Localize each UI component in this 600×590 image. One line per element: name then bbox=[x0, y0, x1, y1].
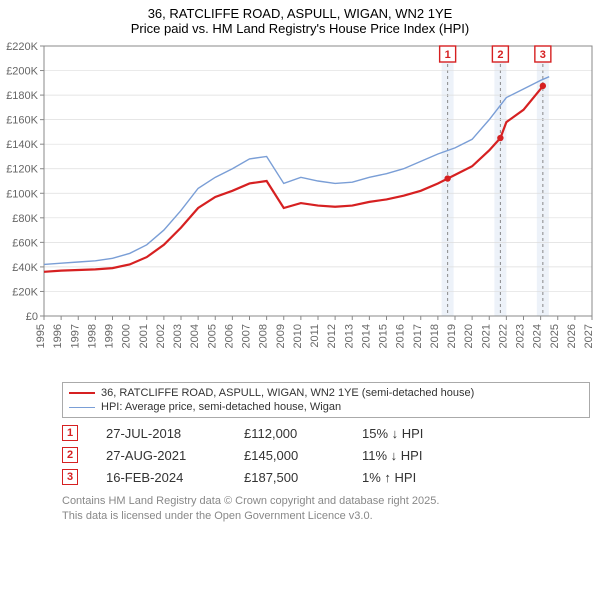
sale-delta-2: 11% ↓ HPI bbox=[362, 448, 452, 463]
svg-text:1999: 1999 bbox=[104, 324, 116, 348]
svg-text:1997: 1997 bbox=[69, 324, 81, 348]
sale-price-2: £145,000 bbox=[244, 448, 334, 463]
legend-swatch-price-paid bbox=[69, 392, 95, 394]
svg-text:2014: 2014 bbox=[360, 324, 372, 348]
footer-line-1: Contains HM Land Registry data © Crown c… bbox=[62, 494, 590, 509]
footer-line-2: This data is licensed under the Open Gov… bbox=[62, 509, 590, 524]
title-line-1: 36, RATCLIFFE ROAD, ASPULL, WIGAN, WN2 1… bbox=[0, 6, 600, 21]
svg-text:1995: 1995 bbox=[35, 324, 47, 348]
footer-attribution: Contains HM Land Registry data © Crown c… bbox=[62, 494, 590, 524]
svg-text:£200K: £200K bbox=[6, 66, 38, 78]
sale-price-1: £112,000 bbox=[244, 426, 334, 441]
svg-text:2012: 2012 bbox=[326, 324, 338, 348]
svg-text:1: 1 bbox=[445, 49, 451, 61]
sale-date-3: 16-FEB-2024 bbox=[106, 470, 216, 485]
sale-row-1: 1 27-JUL-2018 £112,000 15% ↓ HPI bbox=[62, 422, 590, 444]
svg-text:2018: 2018 bbox=[429, 324, 441, 348]
svg-text:2016: 2016 bbox=[395, 324, 407, 348]
sale-table: 1 27-JUL-2018 £112,000 15% ↓ HPI 2 27-AU… bbox=[62, 422, 590, 488]
svg-text:2017: 2017 bbox=[412, 324, 424, 348]
legend-label-hpi: HPI: Average price, semi-detached house,… bbox=[101, 401, 341, 413]
svg-text:2027: 2027 bbox=[583, 324, 595, 348]
legend-label-price-paid: 36, RATCLIFFE ROAD, ASPULL, WIGAN, WN2 1… bbox=[101, 387, 474, 399]
svg-text:2015: 2015 bbox=[378, 324, 390, 348]
svg-text:3: 3 bbox=[540, 49, 546, 61]
svg-text:2022: 2022 bbox=[497, 324, 509, 348]
svg-text:£0: £0 bbox=[26, 311, 38, 323]
sale-price-3: £187,500 bbox=[244, 470, 334, 485]
svg-text:2: 2 bbox=[497, 49, 503, 61]
svg-text:2000: 2000 bbox=[121, 324, 133, 348]
svg-text:£140K: £140K bbox=[6, 139, 38, 151]
svg-text:2005: 2005 bbox=[206, 324, 218, 348]
svg-text:1998: 1998 bbox=[86, 324, 98, 348]
svg-text:1996: 1996 bbox=[52, 324, 64, 348]
svg-text:2007: 2007 bbox=[241, 324, 253, 348]
svg-text:£120K: £120K bbox=[6, 164, 38, 176]
svg-text:2001: 2001 bbox=[138, 324, 150, 348]
sale-date-1: 27-JUL-2018 bbox=[106, 426, 216, 441]
svg-text:2020: 2020 bbox=[463, 324, 475, 348]
svg-text:2024: 2024 bbox=[532, 324, 544, 348]
sale-delta-3: 1% ↑ HPI bbox=[362, 470, 452, 485]
sale-marker-box-2: 2 bbox=[62, 447, 78, 463]
svg-text:2004: 2004 bbox=[189, 324, 201, 348]
svg-text:2021: 2021 bbox=[480, 324, 492, 348]
chart-title: 36, RATCLIFFE ROAD, ASPULL, WIGAN, WN2 1… bbox=[0, 0, 600, 38]
svg-text:£40K: £40K bbox=[12, 262, 38, 274]
sale-marker-box-3: 3 bbox=[62, 469, 78, 485]
svg-text:£60K: £60K bbox=[12, 237, 38, 249]
svg-text:2010: 2010 bbox=[292, 324, 304, 348]
chart-svg: £0 £20K £40K £60K £80K £100K £120K £140K £160K £1… bbox=[0, 38, 600, 378]
svg-text:2013: 2013 bbox=[343, 324, 355, 348]
svg-text:2011: 2011 bbox=[309, 324, 321, 348]
svg-text:2025: 2025 bbox=[549, 324, 561, 348]
svg-text:£20K: £20K bbox=[12, 286, 38, 298]
title-line-2: Price paid vs. HM Land Registry's House … bbox=[0, 21, 600, 36]
sale-row-3: 3 16-FEB-2024 £187,500 1% ↑ HPI bbox=[62, 466, 590, 488]
svg-text:2023: 2023 bbox=[515, 324, 527, 348]
svg-text:2026: 2026 bbox=[566, 324, 578, 348]
svg-text:2019: 2019 bbox=[446, 324, 458, 348]
svg-text:2006: 2006 bbox=[223, 324, 235, 348]
svg-text:2002: 2002 bbox=[155, 324, 167, 348]
sale-row-2: 2 27-AUG-2021 £145,000 11% ↓ HPI bbox=[62, 444, 590, 466]
svg-text:2009: 2009 bbox=[275, 324, 287, 348]
svg-text:£160K: £160K bbox=[6, 115, 38, 127]
sale-marker-box-1: 1 bbox=[62, 425, 78, 441]
legend-item-price-paid: 36, RATCLIFFE ROAD, ASPULL, WIGAN, WN2 1… bbox=[69, 386, 583, 400]
svg-text:2003: 2003 bbox=[172, 324, 184, 348]
legend: 36, RATCLIFFE ROAD, ASPULL, WIGAN, WN2 1… bbox=[62, 382, 590, 418]
legend-swatch-hpi bbox=[69, 407, 95, 408]
chart-area: £0 £20K £40K £60K £80K £100K £120K £140K £160K £1… bbox=[0, 38, 600, 378]
sale-date-2: 27-AUG-2021 bbox=[106, 448, 216, 463]
svg-text:£220K: £220K bbox=[6, 41, 38, 53]
svg-text:2008: 2008 bbox=[258, 324, 270, 348]
sale-delta-1: 15% ↓ HPI bbox=[362, 426, 452, 441]
svg-text:£80K: £80K bbox=[12, 213, 38, 225]
svg-text:£180K: £180K bbox=[6, 90, 38, 102]
legend-item-hpi: HPI: Average price, semi-detached house,… bbox=[69, 400, 583, 414]
svg-text:£100K: £100K bbox=[6, 188, 38, 200]
